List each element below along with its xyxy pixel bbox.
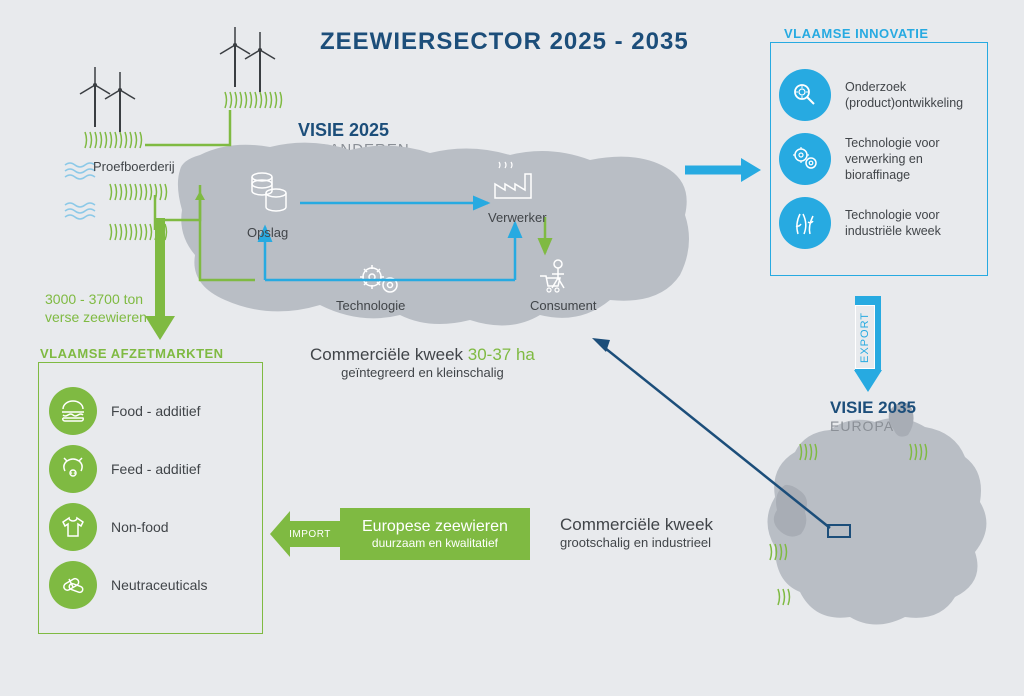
market-label: Non-food xyxy=(111,519,169,535)
innov-label: Technologie voor verwerking en bioraffin… xyxy=(845,135,979,184)
label-technologie: Technologie xyxy=(336,298,405,313)
seaweed-tech-icon xyxy=(779,197,831,249)
pig-icon xyxy=(49,445,97,493)
afzetmarkten-panel: Food - additief Feed - additief Non-food… xyxy=(38,362,263,634)
wind-turbine-icon xyxy=(245,32,275,92)
commerc2035-l2: grootschalig en industrieel xyxy=(560,535,713,550)
market-row-neutra: Neutraceuticals xyxy=(49,561,252,609)
pills-icon xyxy=(49,561,97,609)
afzetmarkten-title: VLAAMSE AFZETMARKTEN xyxy=(38,346,226,361)
market-label: Food - additief xyxy=(111,403,201,419)
seaweed-icon xyxy=(85,132,112,148)
seaweed-icon xyxy=(110,184,137,200)
label-consument: Consument xyxy=(530,298,596,313)
innovatie-panel: Onderzoek (product)ontwikkeling Technolo… xyxy=(770,42,988,276)
label-verwerker: Verwerker xyxy=(488,210,547,225)
innov-row-processing: Technologie voor verwerking en bioraffin… xyxy=(779,133,979,185)
commerc2025-l2: geïntegreerd en kleinschalig xyxy=(310,365,535,380)
seaweed-icon xyxy=(255,92,282,108)
seaweed-icon xyxy=(225,92,252,108)
wind-turbine-icon xyxy=(80,67,110,127)
seaweed-icon xyxy=(115,132,142,148)
tonnage-label: 3000 - 3700 ton verse zeewieren xyxy=(45,290,147,326)
innov-label: Technologie voor industriële kweek xyxy=(845,207,979,240)
shirt-icon xyxy=(49,503,97,551)
market-label: Neutraceuticals xyxy=(111,577,208,593)
page-title: ZEEWIERSECTOR 2025 - 2035 xyxy=(320,28,689,56)
arrow-europe-to-flanders xyxy=(580,330,850,540)
research-icon xyxy=(779,69,831,121)
eu-seaweed-box: Europese zeewieren duurzaam en kwalitati… xyxy=(340,508,530,560)
label-proefboerderij: Proefboerderij xyxy=(93,159,175,174)
seaweed-icon xyxy=(110,224,137,240)
tonnage-line1: 3000 - 3700 ton xyxy=(45,290,147,308)
waves-icon xyxy=(65,163,95,179)
market-row-feed: Feed - additief xyxy=(49,445,252,493)
commercial-2035-caption: Commerciële kweek grootschalig en indust… xyxy=(560,515,713,550)
pilot-link-line xyxy=(145,110,230,145)
market-row-food: Food - additief xyxy=(49,387,252,435)
commerc2035-l1: Commerciële kweek xyxy=(560,515,713,535)
innov-row-cultivation: Technologie voor industriële kweek xyxy=(779,197,979,249)
market-label: Feed - additief xyxy=(111,461,201,477)
commerc2025-l1a: Commerciële kweek xyxy=(310,345,468,364)
arrow-flanders-to-innovation xyxy=(685,155,765,185)
commerc2025-l1b: 30-37 ha xyxy=(468,345,535,364)
wind-turbine-icon xyxy=(105,72,135,132)
burger-icon xyxy=(49,387,97,435)
innovatie-title: VLAAMSE INNOVATIE xyxy=(782,26,931,41)
eu-box-l1: Europese zeewieren xyxy=(362,518,508,536)
eu-box-l2: duurzaam en kwalitatief xyxy=(362,536,508,550)
connector-seaweed-to-opslag xyxy=(155,190,215,290)
import-label: IMPORT xyxy=(287,519,333,549)
gears-icon xyxy=(779,133,831,185)
waves-icon xyxy=(65,203,95,219)
export-label: EXPORT xyxy=(855,305,875,369)
innov-label: Onderzoek (product)ontwikkeling xyxy=(845,79,979,112)
commercial-2025-caption: Commerciële kweek 30-37 ha geïntegreerd … xyxy=(310,345,535,380)
market-row-nonfood: Non-food xyxy=(49,503,252,551)
wind-turbine-icon xyxy=(220,27,250,87)
innov-row-research: Onderzoek (product)ontwikkeling xyxy=(779,69,979,121)
tonnage-line2: verse zeewieren xyxy=(45,308,147,326)
